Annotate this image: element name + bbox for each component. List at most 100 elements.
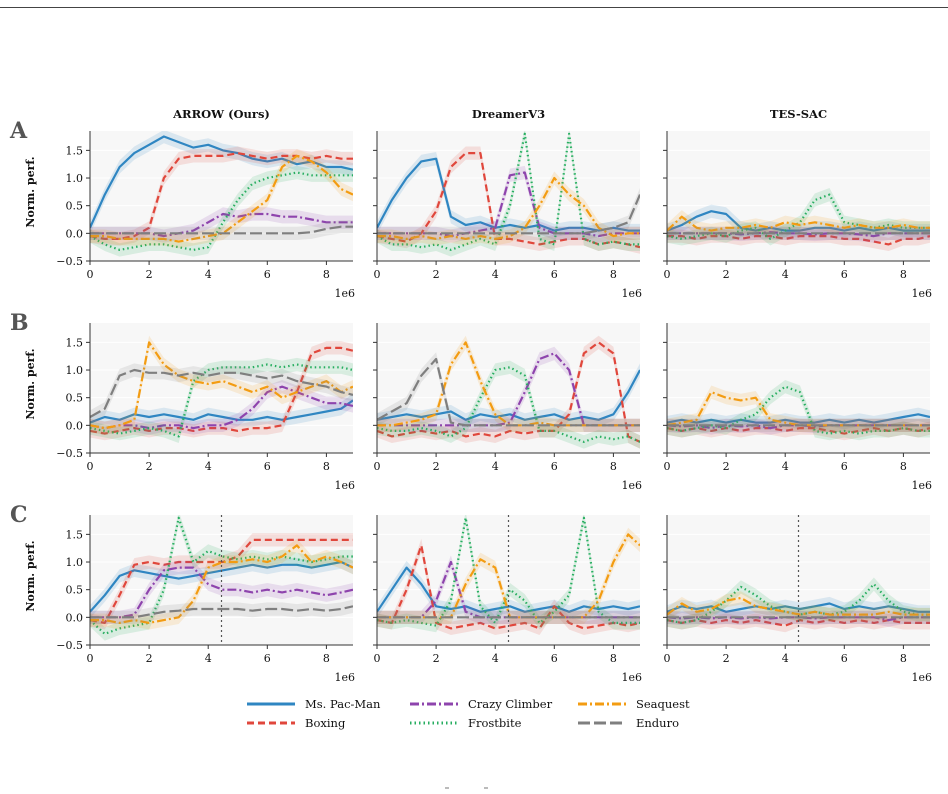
x-tick-label: 0 (374, 652, 381, 665)
series-band (90, 220, 353, 240)
x-tick-label: 0 (664, 652, 671, 665)
legend-item: Seaquest (578, 697, 690, 711)
x-tick-label: 2 (146, 268, 153, 281)
series-line (667, 385, 930, 435)
series-line (90, 516, 353, 635)
y-tick-label: 0.5 (66, 200, 84, 213)
plot-area (377, 335, 640, 449)
y-tick-label: −0.5 (56, 447, 83, 460)
series-line (90, 346, 353, 435)
ylabel-group: Norm. perf. (24, 540, 37, 611)
legend-label: Enduro (636, 716, 679, 730)
plot-area (90, 131, 353, 257)
y-tick-label: 1.0 (66, 556, 84, 569)
series-band (377, 352, 640, 432)
series-band (377, 335, 640, 432)
x-multiplier-label: 1e6 (911, 287, 932, 300)
x-tick-label: 8 (323, 652, 330, 665)
x-tick-label: 4 (205, 268, 212, 281)
series-band (667, 385, 930, 432)
x-tick-label: 6 (551, 268, 558, 281)
series-band (377, 538, 640, 635)
x-tick-label: 4 (205, 652, 212, 665)
plot-area (377, 515, 640, 645)
x-tick-label: 4 (205, 460, 212, 473)
x-tick-label: 8 (900, 460, 907, 473)
series-band (667, 577, 930, 630)
x-multiplier-label: 1e6 (621, 671, 642, 684)
x-tick-label: 4 (492, 268, 499, 281)
x-multiplier-label: 1e6 (621, 479, 642, 492)
series-band (90, 341, 353, 441)
ylabel-group: Norm. perf. (24, 348, 37, 419)
x-tick-label: 8 (323, 268, 330, 281)
x-multiplier-label: 1e6 (911, 671, 932, 684)
legend-item: Frostbite (410, 716, 522, 730)
x-tick-label: 8 (610, 268, 617, 281)
panel-A-0: 1.5 1.0 0.5 0.0 −0.5 0 2 4 6 8 1e6 (56, 131, 355, 300)
plot-area (667, 380, 930, 441)
series-line (667, 616, 930, 622)
plot-background (667, 131, 930, 261)
y-tick-label: −0.5 (56, 255, 83, 268)
x-tick-label: 2 (433, 460, 440, 473)
plot-area (90, 515, 353, 645)
plot-area (667, 515, 930, 645)
y-axis-label: Norm. perf. (24, 540, 37, 611)
series-line (377, 171, 640, 238)
x-tick-label: 6 (841, 268, 848, 281)
legend-label: Boxing (305, 716, 346, 730)
plot-area (90, 335, 353, 443)
series-line (90, 171, 353, 251)
series-line (90, 368, 353, 418)
y-tick-label: 1.5 (66, 144, 84, 157)
y-tick-label: 1.5 (66, 336, 84, 349)
series-line (377, 194, 640, 235)
series-line (667, 235, 930, 246)
x-tick-label: 6 (551, 460, 558, 473)
row-label: C (10, 502, 28, 528)
y-tick-label: 0.5 (66, 584, 84, 597)
x-tick-label: 6 (841, 652, 848, 665)
legend-label: Ms. Pac-Man (305, 697, 381, 711)
series-line (90, 225, 353, 235)
x-tick-label: 0 (664, 268, 671, 281)
x-tick-label: 2 (146, 652, 153, 665)
x-tick-label: 0 (374, 460, 381, 473)
legend-item: Enduro (578, 716, 679, 730)
column-title: TES-SAC (770, 107, 827, 121)
panel-C-1: 0 2 4 6 8 1e6 (373, 515, 642, 684)
x-tick-label: 6 (264, 460, 271, 473)
x-tick-label: 6 (841, 460, 848, 473)
series-band (90, 393, 353, 430)
y-tick-label: 1.0 (66, 364, 84, 377)
panel-B-2: 0 2 4 6 8 1e6 (663, 323, 932, 492)
series-line (90, 566, 353, 619)
series-band (377, 188, 640, 240)
x-tick-label: 6 (551, 652, 558, 665)
x-tick-label: 4 (492, 652, 499, 665)
series-line (667, 596, 930, 616)
series-band (377, 560, 640, 619)
x-tick-label: 6 (264, 652, 271, 665)
x-tick-label: 0 (87, 460, 94, 473)
series-band (90, 380, 353, 435)
y-tick-label: 0.0 (66, 419, 84, 432)
panel-A-2: 0 2 4 6 8 1e6 (663, 131, 932, 300)
series-line (90, 605, 353, 619)
x-multiplier-label: 1e6 (621, 287, 642, 300)
x-tick-label: 0 (664, 460, 671, 473)
series-band (90, 560, 353, 624)
series-line (377, 132, 640, 251)
series-line (377, 176, 640, 240)
series-line (377, 566, 640, 613)
x-multiplier-label: 1e6 (334, 479, 355, 492)
series-line (90, 154, 353, 243)
y-axis-label: Norm. perf. (24, 156, 37, 227)
panel-C-2: 0 2 4 6 8 1e6 (663, 515, 932, 684)
plot-area (667, 188, 930, 251)
x-multiplier-label: 1e6 (334, 287, 355, 300)
x-tick-label: 2 (723, 652, 730, 665)
y-tick-label: 0.0 (66, 227, 84, 240)
